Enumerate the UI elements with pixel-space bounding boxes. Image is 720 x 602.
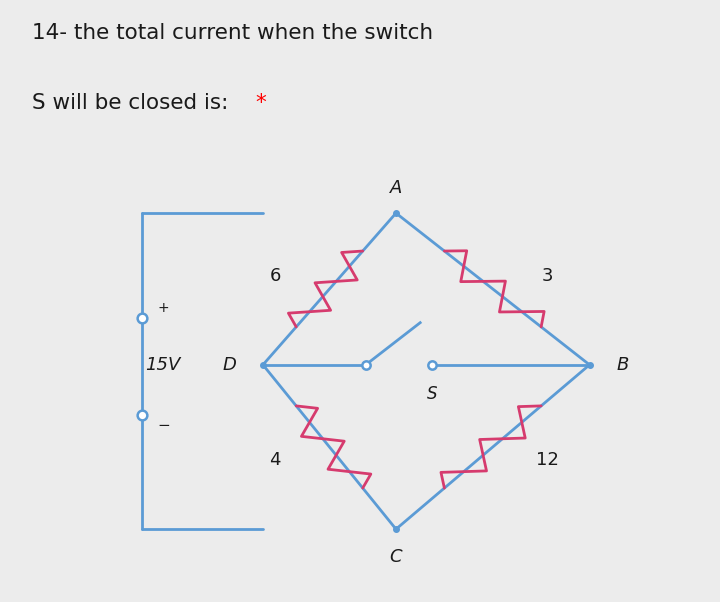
Text: 4: 4 <box>269 451 281 468</box>
Text: D: D <box>222 356 237 374</box>
Text: *: * <box>256 93 266 113</box>
Text: +: + <box>157 301 168 315</box>
Text: C: C <box>390 548 402 565</box>
Text: 3: 3 <box>541 267 553 285</box>
Text: 6: 6 <box>269 267 281 285</box>
Text: B: B <box>616 356 629 374</box>
Text: 15V: 15V <box>145 356 181 374</box>
Text: 12: 12 <box>536 451 559 468</box>
Text: S will be closed is:: S will be closed is: <box>32 93 235 113</box>
Text: −: − <box>157 418 170 433</box>
Text: A: A <box>390 179 402 197</box>
Text: 14- the total current when the switch: 14- the total current when the switch <box>32 23 433 43</box>
Text: S: S <box>427 385 438 403</box>
